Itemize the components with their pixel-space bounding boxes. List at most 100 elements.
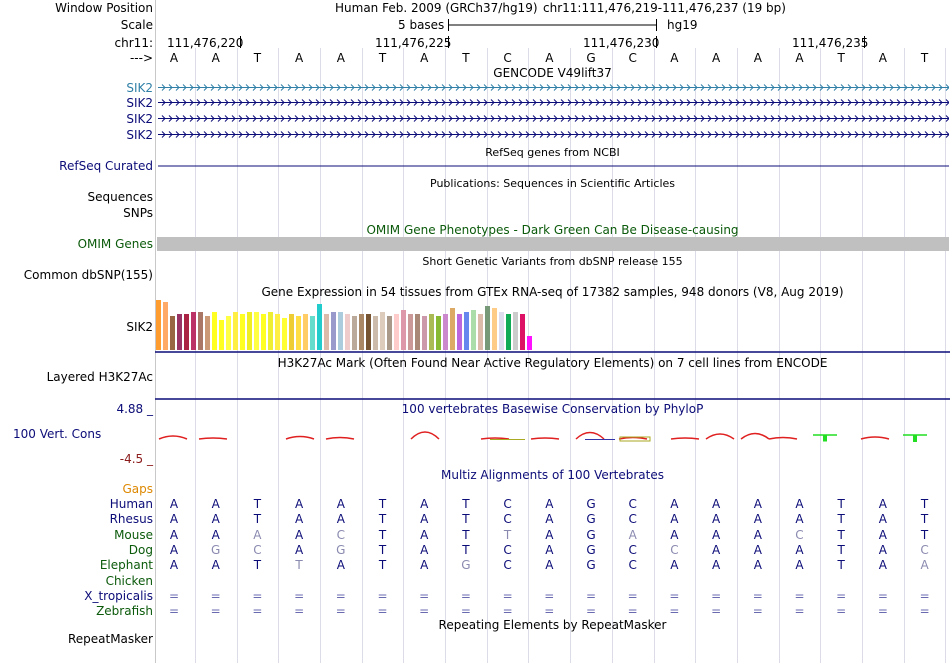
multiz-base: A [294,497,304,511]
gtex-tissue-bar[interactable] [205,316,210,350]
gtex-tissue-bar[interactable] [436,316,441,350]
gencode-transcripts[interactable] [158,80,949,142]
gtex-tissue-bar[interactable] [296,316,301,350]
gtex-tissue-bar[interactable] [310,316,315,350]
gtex-tissue-bar[interactable] [191,312,196,350]
phylop-label[interactable]: 100 Vert. Cons [13,427,102,441]
multiz-base: = [294,588,305,603]
gtex-tissue-bar[interactable] [401,310,406,350]
multiz-species-label[interactable]: Elephant [99,558,153,573]
publications-sequences-label[interactable]: Sequences [87,190,153,204]
gtex-tissue-bar[interactable] [394,314,399,350]
gtex-tissue-bar[interactable] [163,302,168,350]
gtex-tissue-bar[interactable] [338,312,343,350]
gtex-tissue-bar[interactable] [254,312,259,350]
repeatmasker-label[interactable]: RepeatMasker [67,632,153,646]
gtex-tissue-bar[interactable] [352,316,357,350]
gtex-tissue-bar[interactable] [261,314,266,350]
gtex-tissue-bar[interactable] [373,316,378,350]
multiz-base: = [711,588,722,603]
gtex-tissue-bar[interactable] [345,314,350,350]
phylop-peak [480,437,510,440]
gtex-tissue-bar[interactable] [240,314,245,350]
gtex-tissue-bar[interactable] [366,314,371,350]
multiz-base: A [670,512,679,527]
multiz-base: = [294,604,305,619]
gtex-tissue-bar[interactable] [513,312,518,350]
multiz-species-label[interactable]: Chicken [105,573,153,588]
gtex-tissue-bar[interactable] [282,318,287,350]
gencode-gene-label-1[interactable]: SIK2 [126,81,153,95]
multiz-base: A [878,512,887,527]
chrom-label[interactable]: chr11: [114,36,153,50]
gtex-tissue-bar[interactable] [499,312,504,350]
gtex-tissue-bar[interactable] [198,312,203,350]
gtex-tissue-bar[interactable] [247,312,252,350]
gtex-tissue-bar[interactable] [359,314,364,350]
gencode-gene-label-2[interactable]: SIK2 [126,96,153,110]
gtex-tissue-bar[interactable] [331,312,336,350]
multiz-species-label[interactable]: Zebrafish [96,604,153,619]
gtex-tissue-bar[interactable] [324,314,329,350]
gtex-tissue-bar[interactable] [450,308,455,350]
gtex-tissue-bar[interactable] [471,310,476,350]
gtex-tissue-bar[interactable] [464,312,469,350]
gtex-tissue-bar[interactable] [415,314,420,350]
gtex-tissue-bar[interactable] [156,300,161,350]
gtex-tissue-bar[interactable] [380,312,385,350]
strand-chevrons [161,131,949,138]
refseq-label[interactable]: RefSeq Curated [59,159,153,173]
gtex-tissue-bar[interactable] [429,314,434,350]
refseq-line[interactable] [158,165,949,167]
gtex-label[interactable]: SIK2 [126,320,153,334]
scale-label[interactable]: Scale [120,18,153,32]
multiz-base: A [878,527,887,542]
gtex-tissue-bar[interactable] [212,312,217,350]
multiz-species-label[interactable]: Mouse [114,527,153,542]
gtex-tissue-bar[interactable] [527,336,532,350]
gtex-tissue-bar[interactable] [233,312,238,350]
gtex-tissue-bar[interactable] [177,314,182,350]
gtex-tissue-bar[interactable] [387,316,392,350]
phylop-wiggle[interactable] [155,425,950,449]
gtex-tissue-bar[interactable] [317,304,322,350]
gtex-tissue-bar[interactable] [303,314,308,350]
gtex-tissue-bar[interactable] [506,314,511,350]
gtex-tissue-bar[interactable] [492,308,497,350]
dbsnp-label[interactable]: Common dbSNP(155) [23,268,153,282]
omim-label[interactable]: OMIM Genes [77,237,153,251]
gtex-bar-chart[interactable] [155,298,950,354]
omim-gene-bar[interactable] [157,237,949,251]
gtex-tissue-bar[interactable] [289,314,294,350]
gtex-tissue-bar[interactable] [184,314,189,350]
gtex-tissue-bar[interactable] [485,306,490,350]
multiz-base: = [794,604,805,619]
multiz-species-label[interactable]: X_tropicalis [84,588,153,603]
gtex-tissue-bar[interactable] [478,314,483,350]
gtex-tissue-bar[interactable] [520,314,525,350]
gtex-tissue-bar[interactable] [268,312,273,350]
publications-snps-label[interactable]: SNPs [123,206,153,220]
gencode-gene-label-3[interactable]: SIK2 [126,112,153,126]
window-position-label[interactable]: Window Position [55,1,153,15]
scale-db: hg19 [667,18,698,32]
multiz-gaps-label[interactable]: Gaps [122,482,153,496]
gtex-tissue-bar[interactable] [170,316,175,350]
gtex-tissue-bar[interactable] [275,314,280,350]
gtex-tissue-bar[interactable] [457,314,462,350]
gencode-gene-label-4[interactable]: SIK2 [126,128,153,142]
h3k27ac-label[interactable]: Layered H3K27Ac [46,370,153,384]
multiz-base: C [628,558,637,573]
strand-label[interactable]: ---> [129,51,153,65]
gtex-tissue-bar[interactable] [408,314,413,350]
multiz-species-label[interactable]: Human [109,497,153,511]
gtex-tissue-bar[interactable] [219,320,224,350]
gtex-tissue-bar[interactable] [443,314,448,350]
multiz-species-label[interactable]: Rhesus [109,512,153,527]
gtex-tissue-bar[interactable] [226,316,231,350]
gtex-tissue-bar[interactable] [422,316,427,350]
multiz-base: = [877,604,888,619]
multiz-species-label[interactable]: Dog [128,542,153,557]
multiz-base: A [253,527,262,542]
